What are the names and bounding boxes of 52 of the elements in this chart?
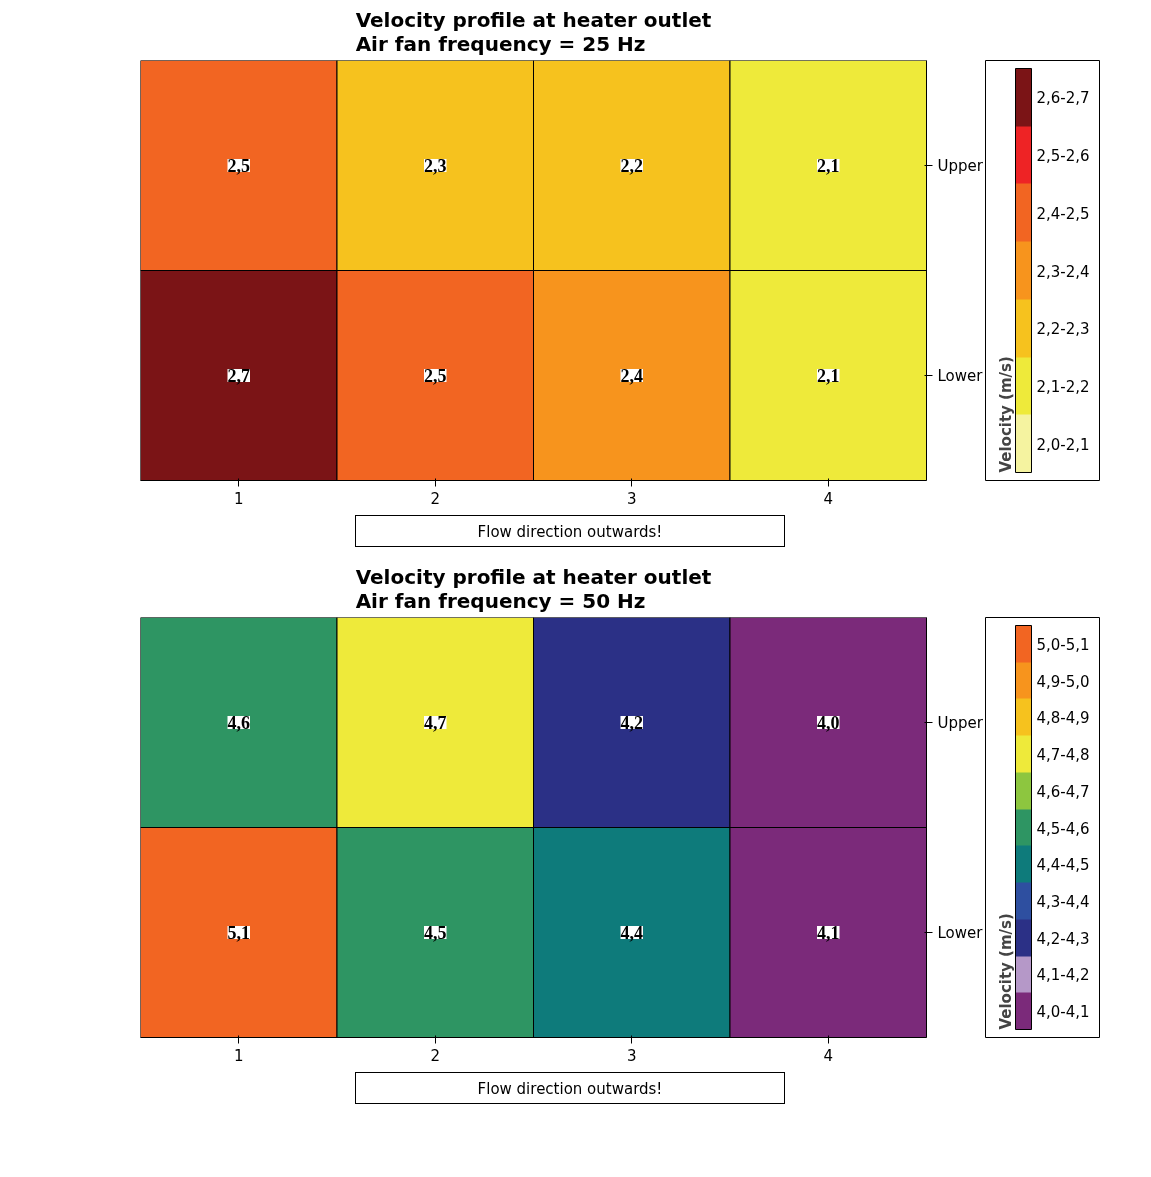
data-label: 2,5 — [227, 156, 250, 176]
color-bar-label: 4,7-4,8 — [1036, 746, 1090, 765]
color-bar-label: 4,4-4,5 — [1036, 856, 1090, 875]
data-label: 2,1 — [817, 156, 840, 176]
color-bar-label: 4,9-5,0 — [1036, 672, 1090, 691]
x-tick-label: 2 — [430, 1046, 441, 1065]
color-bar-label: 5,0-5,1 — [1036, 635, 1090, 654]
text: Flow direction outwards! — [477, 1079, 663, 1100]
text: Flow direction outwards! — [477, 522, 663, 543]
data-label: 4,1 — [817, 923, 840, 943]
color-bar-label: 2,4-2,5 — [1036, 204, 1090, 223]
data-label: 2,7 — [227, 366, 250, 386]
color-bar-label: 4,1-4,2 — [1036, 966, 1090, 985]
color-bar-label: 2,6-2,7 — [1036, 89, 1090, 108]
data-label: 2,4 — [620, 366, 643, 386]
color-bar-label: 4,6-4,7 — [1036, 782, 1090, 801]
data-label: 2,3 — [424, 156, 447, 176]
x-tick-label: 1 — [233, 489, 244, 508]
color-bar-label: 2,2-2,3 — [1036, 320, 1090, 339]
x-tick-label: 2 — [430, 489, 441, 508]
color-bar-label: 2,5-2,6 — [1036, 147, 1090, 166]
chart-title: Velocity profile at heater outlet Air fan frequency = 25 Hz — [355, 7, 712, 56]
data-label: 5,1 — [227, 923, 250, 943]
data-label: 2,5 — [424, 366, 447, 386]
data-label: 2,1 — [817, 366, 840, 386]
data-label: 4,7 — [424, 713, 447, 733]
data-label: 4,6 — [227, 713, 250, 733]
y-tick-label: Upper — [937, 156, 984, 175]
y-tick-label: Upper — [937, 713, 984, 732]
color-bar-label: 4,0-4,1 — [1036, 1003, 1090, 1022]
color-bar-title: Velocity (m/s) — [996, 356, 1015, 473]
x-tick-label: 4 — [823, 1046, 834, 1065]
color-bar-label: 2,3-2,4 — [1036, 262, 1090, 281]
data-label: 4,0 — [817, 713, 840, 733]
y-tick-label: Lower — [937, 366, 984, 385]
x-tick-label: 1 — [233, 1046, 244, 1065]
color-bar-label: 4,3-4,4 — [1036, 892, 1090, 911]
color-bar-label: 2,1-2,2 — [1036, 377, 1090, 396]
x-tick-label: 3 — [626, 489, 637, 508]
color-bar-label: 4,5-4,6 — [1036, 819, 1090, 838]
chart-title: Velocity profile at heater outlet Air fan frequency = 50 Hz — [355, 564, 712, 613]
x-tick-label: 4 — [823, 489, 834, 508]
data-label: 4,2 — [620, 713, 643, 733]
data-label: 4,5 — [424, 923, 447, 943]
color-bar-label: 2,0-2,1 — [1036, 435, 1090, 454]
color-bar-title: Velocity (m/s) — [996, 913, 1015, 1030]
x-tick-label: 3 — [626, 1046, 637, 1065]
color-bar-label: 4,2-4,3 — [1036, 929, 1090, 948]
data-label: 4,4 — [620, 923, 643, 943]
data-label: 2,2 — [620, 156, 643, 176]
y-tick-label: Lower — [937, 923, 984, 942]
color-bar-label: 4,8-4,9 — [1036, 709, 1090, 728]
